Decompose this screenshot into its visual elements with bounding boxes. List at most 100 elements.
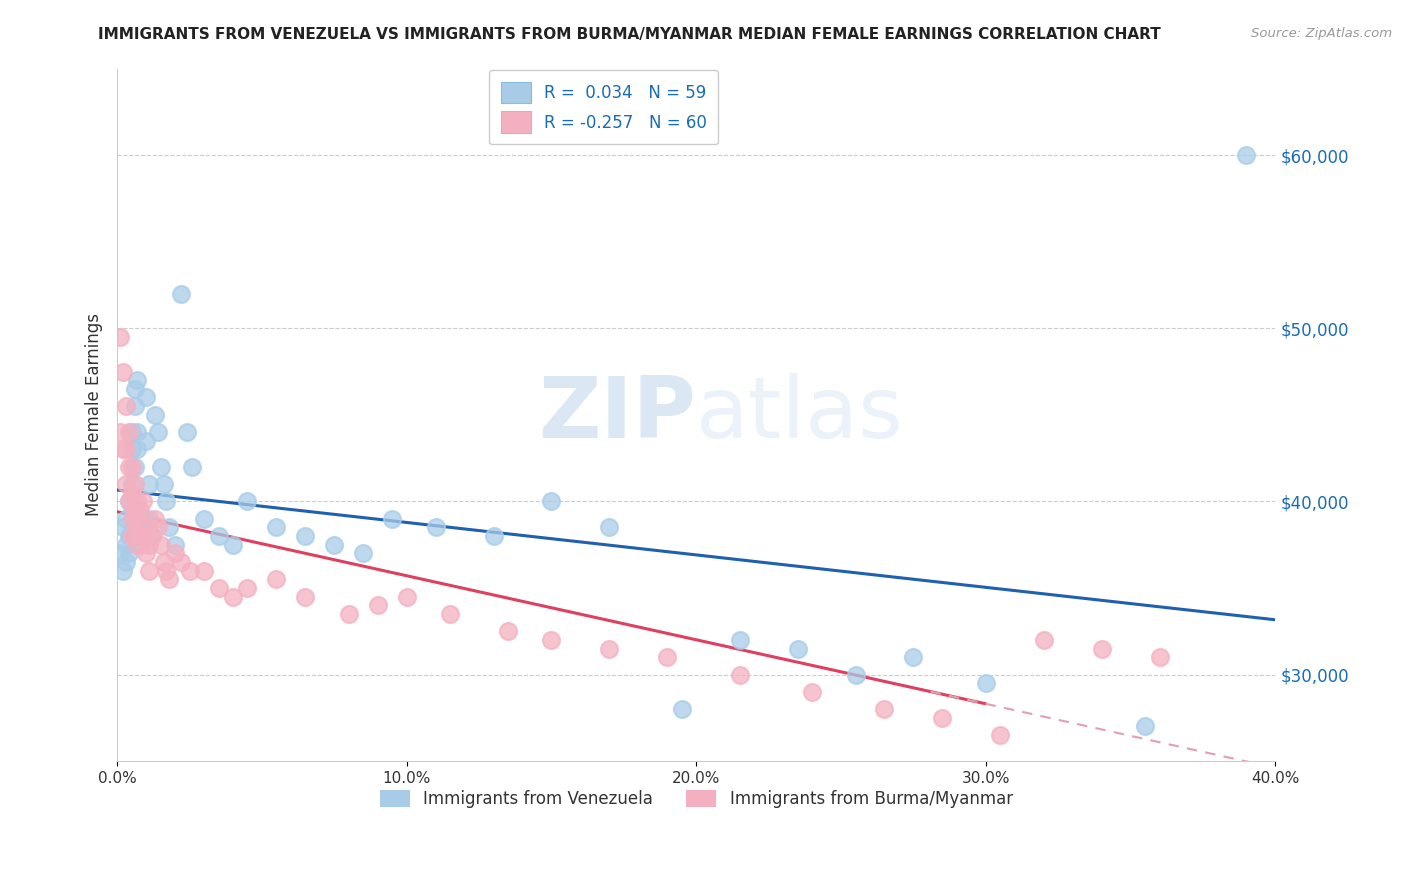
Point [170,555,193,569]
Point [149,459,172,474]
Point [496,624,519,639]
Point [323,538,346,552]
Point [337,607,360,621]
Point [124,399,146,413]
Point [381,511,404,525]
Point [127,538,149,552]
Point [124,529,146,543]
Point [138,477,160,491]
Point [974,676,997,690]
Point [121,425,143,439]
Point [155,564,177,578]
Point [146,425,169,439]
Point [146,520,169,534]
Point [598,641,620,656]
Point [121,511,143,525]
Point [127,442,149,457]
Point [439,607,461,621]
Point [540,632,562,647]
Point [540,494,562,508]
Point [157,572,180,586]
Point [132,520,155,534]
Point [127,373,149,387]
Point [181,459,204,474]
Point [294,590,316,604]
Point [222,538,245,552]
Point [193,564,215,578]
Point [671,702,693,716]
Point [1091,641,1114,656]
Point [236,581,259,595]
Point [111,442,134,457]
Point [141,529,163,543]
Point [108,425,131,439]
Point [108,546,131,560]
Point [482,529,505,543]
Point [152,555,174,569]
Point [115,538,138,552]
Point [294,529,316,543]
Point [138,511,160,525]
Point [657,650,679,665]
Point [207,529,229,543]
Point [988,728,1011,742]
Point [115,442,138,457]
Point [728,667,751,681]
Point [135,434,157,448]
Point [728,632,751,647]
Point [903,650,925,665]
Point [598,520,620,534]
Point [143,511,166,525]
Point [801,685,824,699]
Point [155,494,177,508]
Point [118,459,141,474]
Point [124,459,146,474]
Point [157,520,180,534]
Point [931,711,953,725]
Point [127,425,149,439]
Point [121,477,143,491]
Point [176,425,198,439]
Point [132,511,155,525]
Point [266,572,288,586]
Point [121,485,143,500]
Point [121,459,143,474]
Point [124,477,146,491]
Text: ZIP: ZIP [538,373,696,457]
Point [165,546,187,560]
Point [786,641,808,656]
Point [121,529,143,543]
Point [129,538,152,552]
Point [193,511,215,525]
Point [108,330,131,344]
Point [152,477,174,491]
Point [118,494,141,508]
Point [118,546,141,560]
Point [1032,632,1054,647]
Point [170,286,193,301]
Point [873,702,896,716]
Point [111,564,134,578]
Point [236,494,259,508]
Point [165,538,187,552]
Legend: Immigrants from Venezuela, Immigrants from Burma/Myanmar: Immigrants from Venezuela, Immigrants fr… [373,783,1019,815]
Point [132,494,155,508]
Point [179,564,201,578]
Point [395,590,418,604]
Point [149,538,172,552]
Point [127,494,149,508]
Point [352,546,374,560]
Point [1133,719,1156,733]
Point [118,529,141,543]
Point [129,529,152,543]
Point [425,520,447,534]
Y-axis label: Median Female Earnings: Median Female Earnings [86,313,103,516]
Text: Source: ZipAtlas.com: Source: ZipAtlas.com [1251,27,1392,40]
Point [135,391,157,405]
Point [129,503,152,517]
Point [1149,650,1171,665]
Point [222,590,245,604]
Point [115,511,138,525]
Point [1234,148,1257,162]
Point [115,477,138,491]
